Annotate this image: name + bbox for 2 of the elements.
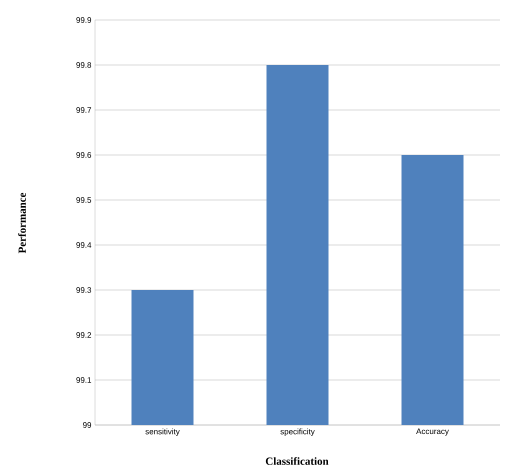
y-axis-title: Performance: [18, 192, 26, 254]
x-axis-title: Classification: [266, 457, 328, 465]
